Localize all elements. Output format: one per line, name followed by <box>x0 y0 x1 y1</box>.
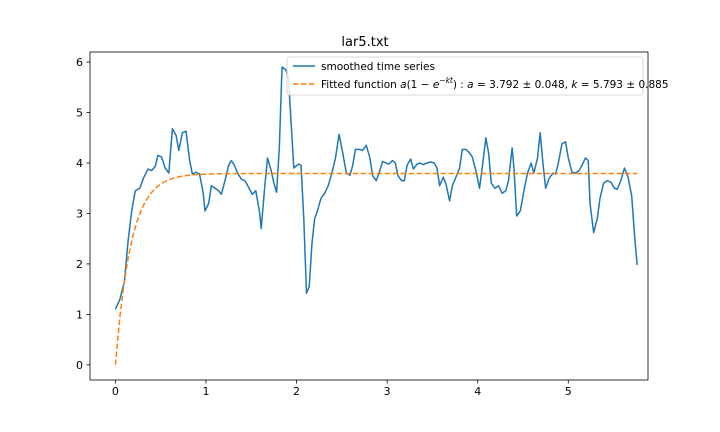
y-tick-label: 4 <box>76 157 83 170</box>
axes-frame <box>89 51 649 381</box>
plot-area <box>114 66 638 365</box>
y-tick-label: 3 <box>76 207 83 220</box>
y-tick-label: 0 <box>76 359 83 372</box>
legend-label-smoothed: smoothed time series <box>321 61 435 73</box>
x-tick-label: 4 <box>474 385 481 398</box>
legend: smoothed time series Fitted function a(1 … <box>286 56 669 96</box>
x-tick-label: 5 <box>565 385 572 398</box>
x-tick-label: 0 <box>112 385 119 398</box>
y-tick-label: 6 <box>76 56 83 69</box>
y-tick-label: 1 <box>76 308 83 321</box>
legend-label-fitted: Fitted function a(1 − e−kt) : a = 3.792 … <box>321 76 669 91</box>
legend-box <box>286 56 644 96</box>
axes: 0 1 2 3 4 5 0 1 2 3 4 5 6 <box>76 51 649 398</box>
y-tick-label: 2 <box>76 258 83 271</box>
x-tick-label: 3 <box>384 385 391 398</box>
x-tick-label: 2 <box>293 385 300 398</box>
chart-title: lar5.txt <box>341 35 388 50</box>
x-tick-label: 1 <box>202 385 209 398</box>
y-tick-label: 5 <box>76 107 83 120</box>
series-line-smoothed <box>114 66 638 310</box>
series-line-fitted <box>114 172 638 365</box>
